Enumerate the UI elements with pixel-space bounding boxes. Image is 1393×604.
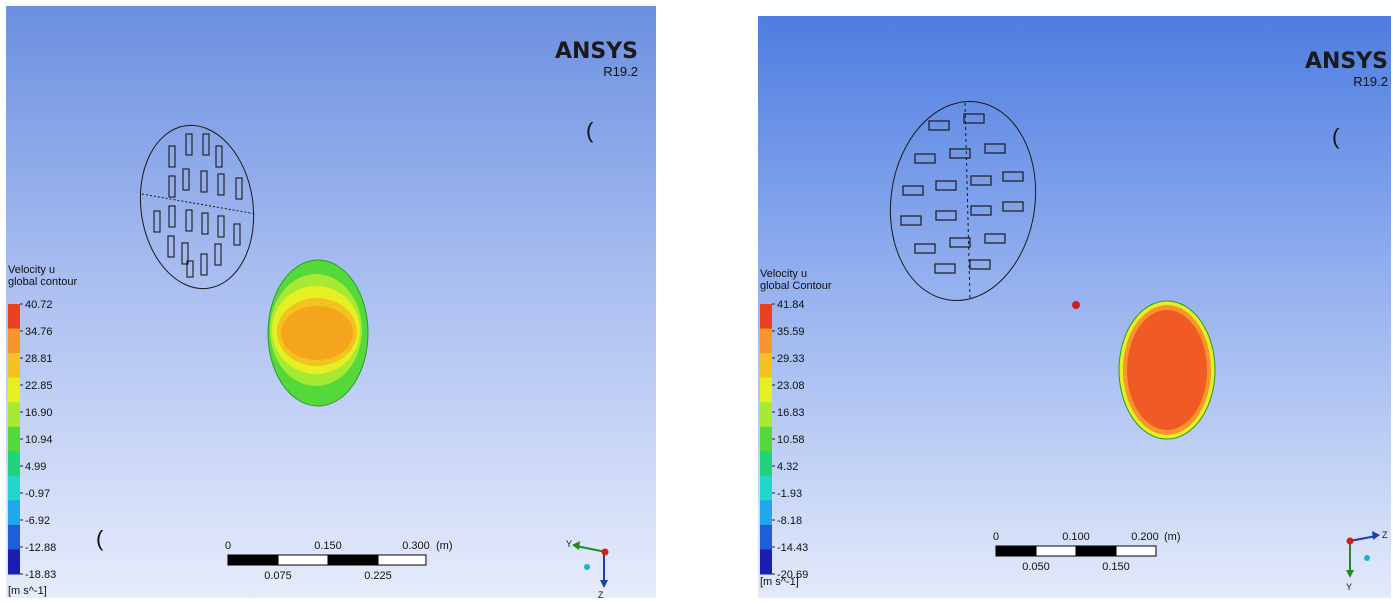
- triad-label: Y: [566, 539, 572, 549]
- velocity-legend: Velocity u global Contour 41.84 35.59 29.3…: [760, 268, 832, 588]
- legend-color-band: [8, 353, 20, 379]
- stray-mark: (: [586, 118, 594, 143]
- legend-tick-label: 10.58: [777, 434, 805, 446]
- legend-tick-label: 29.33: [777, 353, 805, 365]
- scale-unit: (m): [436, 540, 453, 552]
- legend-tick-label: -12.88: [25, 542, 56, 554]
- legend-tick-label: 34.76: [25, 326, 53, 338]
- legend-title: Velocity u: [760, 268, 807, 280]
- velocity-legend: Velocity u global contour 40.72 34.76 28.8…: [8, 264, 77, 597]
- legend-color-band: [760, 475, 772, 501]
- legend-subtitle: global Contour: [760, 280, 832, 292]
- stray-mark: (: [1332, 124, 1340, 149]
- legend-color-band: [760, 500, 772, 526]
- ansys-version: R19.2: [603, 64, 638, 79]
- triad-label: Y: [1346, 582, 1352, 592]
- legend-tick-label: 28.81: [25, 353, 53, 365]
- legend-color-band: [8, 549, 20, 575]
- legend-color-band: [760, 549, 772, 575]
- scale-label: 0.225: [364, 570, 392, 582]
- legend-tick-label: 41.84: [777, 299, 805, 311]
- legend-tick-label: 16.83: [777, 407, 805, 419]
- scale-label: 0.150: [1102, 561, 1130, 573]
- legend-color-band: [760, 524, 772, 550]
- axis-triad[interactable]: Y Z: [566, 539, 609, 598]
- legend-color-band: [760, 328, 772, 354]
- legend-unit: [m s^-1]: [760, 576, 799, 588]
- scale-bar: 0 0.150 0.300 (m) 0.075 0.225: [225, 540, 453, 582]
- scale-label: 0: [993, 531, 999, 543]
- legend-tick-label: -6.92: [25, 515, 50, 527]
- nozzle-plate-outline: [139, 124, 257, 290]
- legend-color-band: [8, 475, 20, 501]
- legend-colorbar: 41.84 35.59 29.33 23.08 16.83 10.58 4.32 -1.93 -…: [760, 299, 808, 581]
- scale-unit: (m): [1164, 531, 1181, 543]
- scale-label: 0: [225, 540, 231, 552]
- legend-color-band: [760, 377, 772, 403]
- legend-color-band: [760, 426, 772, 452]
- scale-label: 0.150: [314, 540, 342, 552]
- triad-label: Z: [598, 590, 604, 598]
- scale-bar: 0 0.100 0.200 (m) 0.050 0.150: [993, 531, 1181, 573]
- legend-tick-label: 40.72: [25, 299, 53, 311]
- stray-mark: (: [96, 526, 104, 551]
- legend-color-band: [8, 426, 20, 452]
- legend-tick-label: -1.93: [777, 488, 802, 500]
- right-viewport[interactable]: ANSYS R19.2 (: [758, 6, 1391, 598]
- legend-color-band: [760, 402, 772, 428]
- legend-color-band: [760, 304, 772, 330]
- legend-color-band: [8, 524, 20, 550]
- legend-color-band: [8, 500, 20, 526]
- scale-label: 0.050: [1022, 561, 1050, 573]
- ansys-logo: ANSYS: [1305, 49, 1388, 74]
- legend-unit: [m s^-1]: [8, 585, 47, 597]
- legend-color-band: [8, 377, 20, 403]
- legend-tick-label: 23.08: [777, 380, 805, 392]
- scale-label: 0.075: [264, 570, 292, 582]
- legend-tick-label: 35.59: [777, 326, 805, 338]
- probe-point: [1072, 301, 1080, 309]
- legend-tick-label: -8.18: [777, 515, 802, 527]
- legend-color-band: [760, 451, 772, 477]
- nozzle-plate-outline: [889, 100, 1037, 302]
- ansys-logo: ANSYS: [555, 39, 638, 64]
- legend-tick-label: 16.90: [25, 407, 53, 419]
- triad-label: Z: [1382, 530, 1388, 540]
- ansys-version: R19.2: [1353, 74, 1388, 89]
- legend-tick-label: -18.83: [25, 569, 56, 581]
- legend-colorbar: 40.72 34.76 28.81 22.85 16.90 10.94 4.99 -0.97 -…: [8, 299, 56, 581]
- legend-tick-label: 10.94: [25, 434, 53, 446]
- scale-label: 0.300: [402, 540, 430, 552]
- legend-tick-label: -20.69: [777, 569, 808, 581]
- left-viewport[interactable]: ANSYS R19.2 ( (: [6, 6, 656, 598]
- scale-label: 0.100: [1062, 531, 1090, 543]
- legend-tick-label: 4.32: [777, 461, 798, 473]
- legend-tick-label: -0.97: [25, 488, 50, 500]
- legend-tick-label: 22.85: [25, 380, 53, 392]
- legend-color-band: [8, 402, 20, 428]
- legend-title: Velocity u: [8, 264, 55, 276]
- legend-color-band: [8, 304, 20, 330]
- legend-color-band: [8, 328, 20, 354]
- velocity-contour-jet: [267, 259, 369, 407]
- velocity-contour-jet: [1118, 300, 1216, 440]
- legend-tick-label: -14.43: [777, 542, 808, 554]
- legend-subtitle: global contour: [8, 276, 77, 288]
- scale-label: 0.200: [1131, 531, 1159, 543]
- legend-tick-label: 4.99: [25, 461, 46, 473]
- legend-color-band: [8, 451, 20, 477]
- legend-color-band: [760, 353, 772, 379]
- axis-triad[interactable]: Z Y: [1346, 530, 1388, 592]
